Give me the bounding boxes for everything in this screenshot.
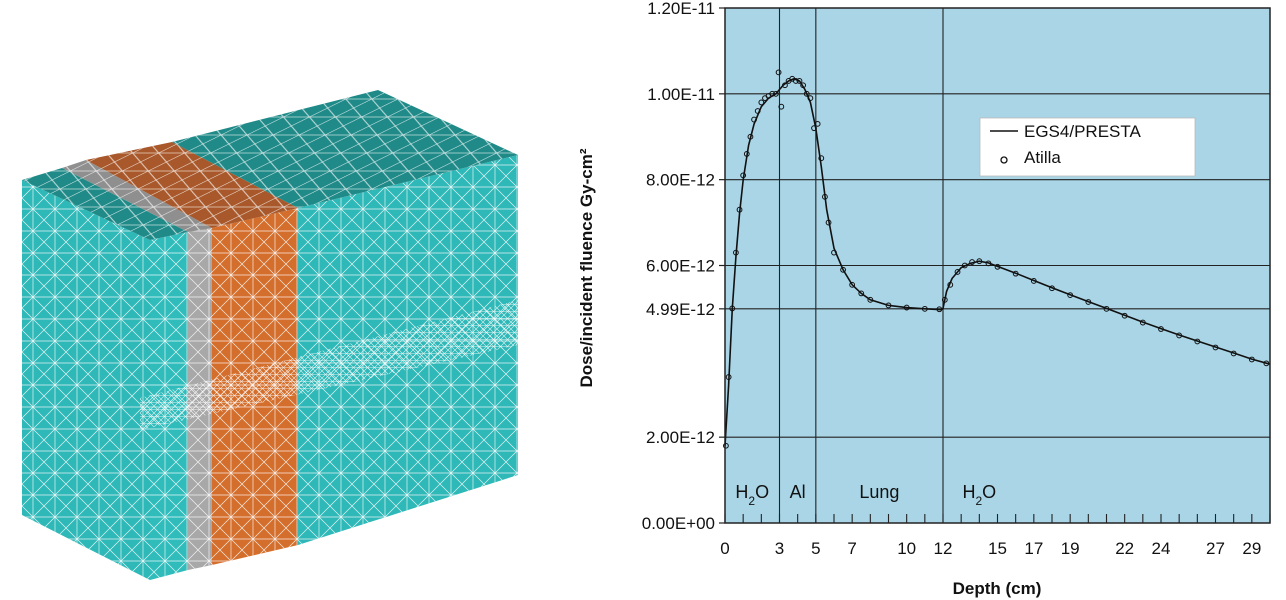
- x-tick-label: 10: [897, 539, 916, 558]
- data-point-atilla: [772, 90, 779, 97]
- data-point-atilla: [1139, 319, 1146, 326]
- data-point-atilla: [818, 155, 825, 162]
- x-axis-label: Depth (cm): [953, 579, 1042, 598]
- x-tick-label: 12: [934, 539, 953, 558]
- x-tick-label: 24: [1152, 539, 1171, 558]
- data-point-atilla: [867, 296, 874, 303]
- mesh-phantom-illustration: [22, 90, 518, 580]
- data-point-atilla: [782, 82, 788, 89]
- data-point-atilla: [936, 306, 943, 313]
- data-point-atilla: [723, 442, 729, 449]
- data-point-atilla: [807, 95, 814, 102]
- data-point-atilla: [840, 266, 846, 273]
- data-point-atilla: [1158, 326, 1164, 332]
- region-labels: H2O Al Lung H2O: [735, 482, 996, 508]
- data-point-atilla: [792, 78, 799, 84]
- x-tick-label: 3: [775, 539, 784, 558]
- region-label: H2O: [735, 482, 769, 508]
- y-axis-label: Dose/incident fluence Gy-cm²: [577, 148, 596, 387]
- x-tick-label: 29: [1242, 539, 1261, 558]
- data-point-atilla: [903, 304, 910, 311]
- data-point-atilla: [1067, 292, 1074, 299]
- legend: EGS4/PRESTA Atilla: [979, 117, 1196, 177]
- data-point-atilla: [1212, 344, 1219, 351]
- data-point-atilla: [822, 193, 828, 200]
- data-point-atilla: [729, 305, 736, 312]
- data-point-atilla: [1085, 299, 1092, 305]
- data-point-atilla: [954, 269, 961, 275]
- data-point-atilla: [754, 108, 761, 114]
- x-axis-ticks: 0 3 5 7 10 12 15 17 19 22 24 27 29: [720, 514, 1271, 558]
- y-tick-label: 2.00E-12: [646, 428, 715, 447]
- legend-box: [979, 117, 1196, 177]
- data-point-atilla: [1049, 285, 1055, 292]
- data-point-atilla: [775, 69, 782, 76]
- data-point-atilla: [736, 206, 743, 213]
- data-point-atilla: [747, 133, 754, 140]
- legend-label-egs4: EGS4/PRESTA: [1024, 122, 1141, 141]
- data-point-atilla: [811, 125, 817, 132]
- x-tick-label: 17: [1024, 539, 1043, 558]
- data-point-atilla: [758, 99, 765, 106]
- data-point-atilla: [941, 296, 948, 303]
- data-point-atilla: [831, 249, 837, 256]
- data-point-atilla: [969, 259, 975, 265]
- series-line-egs4-presta: [724, 77, 1271, 446]
- data-point-atilla: [1176, 332, 1183, 339]
- y-tick-label: 6.00E-12: [646, 257, 715, 276]
- beam-refined-mesh-band: [140, 300, 518, 430]
- data-point-atilla: [1103, 305, 1110, 312]
- data-point-atilla: [743, 151, 750, 157]
- data-point-atilla: [1030, 278, 1037, 284]
- x-tick-label: 22: [1115, 539, 1134, 558]
- legend-label-atilla: Atilla: [1024, 148, 1061, 167]
- data-point-atilla: [1012, 270, 1019, 277]
- data-point-atilla: [769, 90, 776, 97]
- data-point-atilla: [1263, 360, 1270, 367]
- data-point-atilla: [825, 219, 832, 226]
- data-point-atilla: [800, 82, 807, 89]
- y-tick-label: 8.00E-12: [646, 171, 715, 190]
- data-point-atilla: [1121, 312, 1128, 319]
- data-point-atilla: [1230, 350, 1237, 357]
- data-point-atilla: [803, 90, 810, 97]
- x-tick-label: 0: [720, 539, 729, 558]
- data-point-atilla: [796, 78, 803, 84]
- data-point-atilla: [961, 262, 968, 269]
- data-point-atilla: [814, 120, 821, 127]
- data-point-atilla: [947, 281, 954, 288]
- y-tick-label: 4.99E-12: [646, 300, 715, 319]
- data-point-atilla: [740, 172, 747, 179]
- data-point-atilla: [751, 116, 757, 123]
- region-label: H2O: [962, 482, 996, 508]
- data-point-atilla: [921, 305, 928, 312]
- y-tick-label: 0.00E+00: [642, 514, 715, 533]
- region-label: Al: [790, 482, 806, 502]
- y-tick-label: 1.20E-11: [647, 0, 715, 18]
- data-point-atilla: [778, 103, 785, 110]
- x-tick-label: 19: [1061, 539, 1080, 558]
- data-point-atilla: [1248, 356, 1255, 363]
- x-tick-label: 7: [847, 539, 856, 558]
- y-tick-label: 1.00E-11: [647, 85, 715, 104]
- data-point-atilla: [976, 258, 983, 265]
- data-point-atilla: [733, 249, 739, 256]
- data-point-atilla: [994, 263, 1001, 270]
- x-tick-label: 5: [811, 539, 820, 558]
- data-point-atilla: [849, 281, 856, 288]
- x-tick-label: 15: [988, 539, 1007, 558]
- region-boundaries: [778, 8, 944, 523]
- data-point-atilla: [858, 290, 865, 297]
- data-point-atilla: [1194, 338, 1201, 345]
- data-point-atilla: [725, 374, 732, 380]
- data-point-atilla: [885, 302, 892, 309]
- x-tick-label: 27: [1206, 539, 1225, 558]
- region-label: Lung: [859, 482, 899, 502]
- y-axis-ticks: 0.00E+00 2.00E-12 4.99E-12 6.00E-12 8.00E-12…: [642, 0, 725, 533]
- legend-marker-swatch: [1000, 156, 1008, 164]
- data-point-atilla: [985, 260, 992, 267]
- data-series: [723, 69, 1271, 449]
